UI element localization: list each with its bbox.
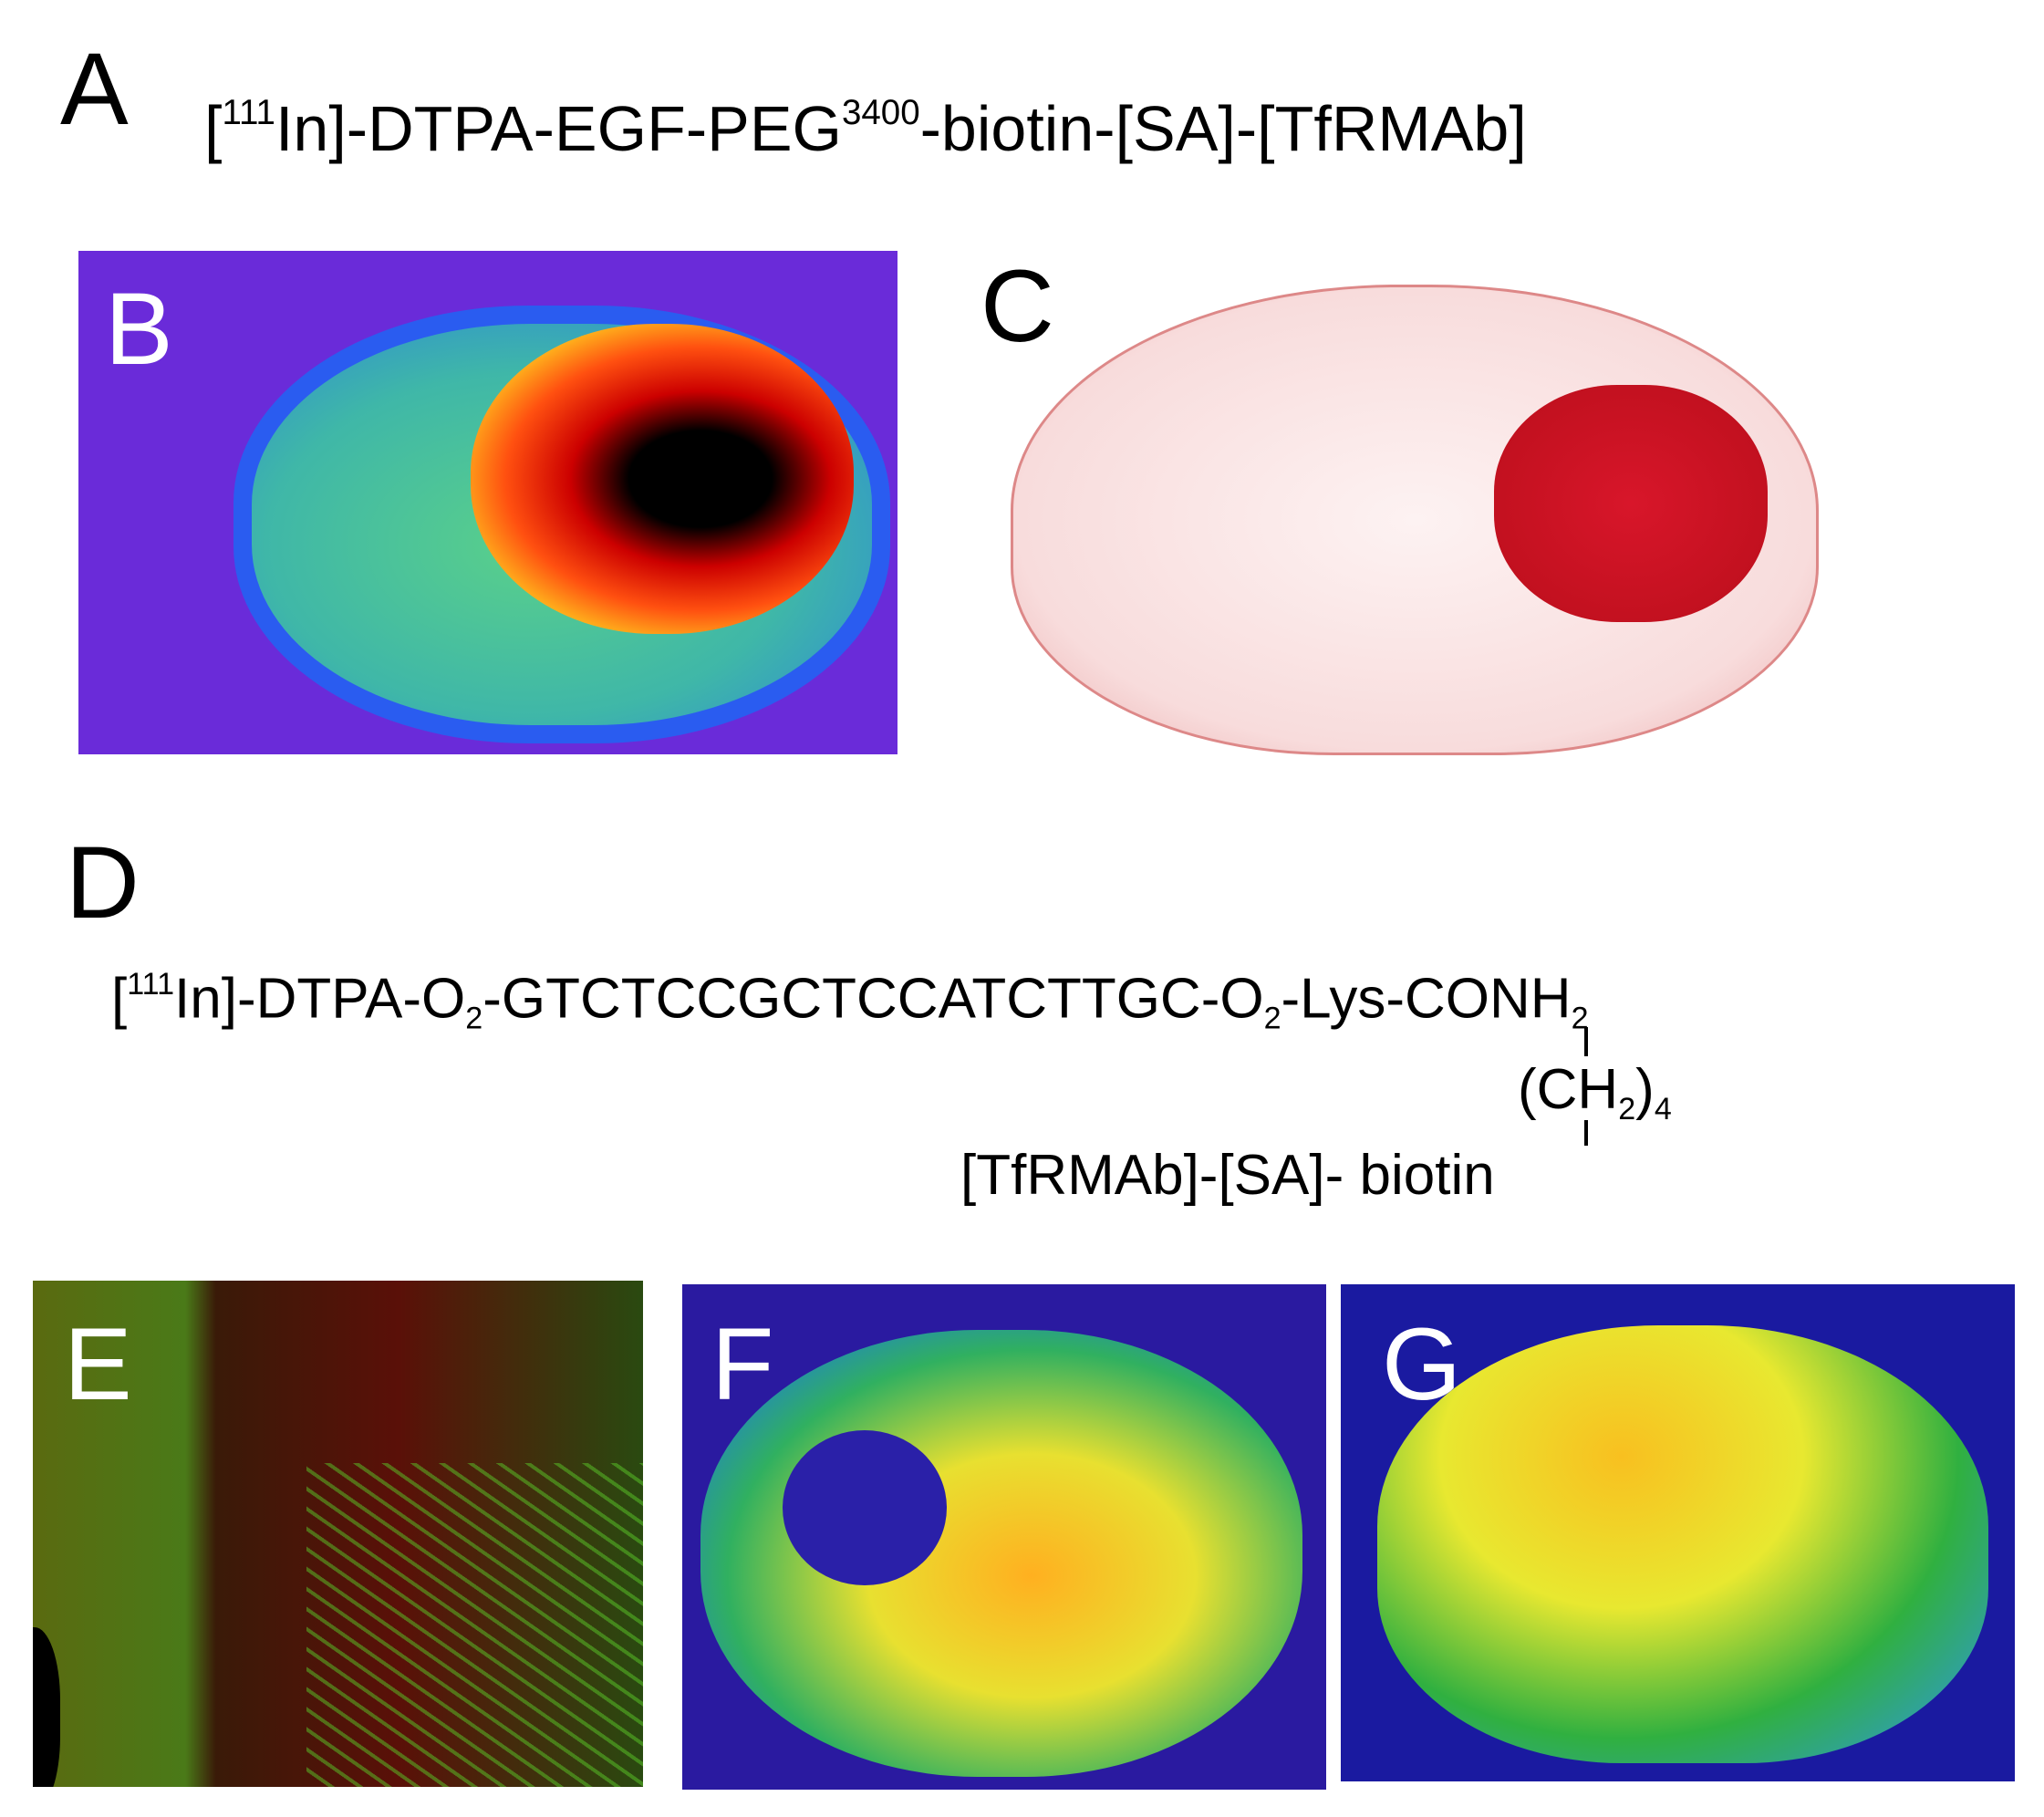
bond [1584, 1120, 1588, 1146]
region [1377, 1325, 1988, 1763]
region [700, 1330, 1302, 1777]
panel-label: C [980, 249, 1054, 363]
panel-label: D [66, 825, 140, 940]
formula-sub: 2 [465, 1001, 483, 1036]
edge [33, 1627, 60, 1787]
formula-part: biotin [1359, 1144, 1495, 1207]
panel-label: E [64, 1307, 132, 1421]
histology-c [1001, 248, 1823, 756]
construct-formula: [111In]-DTPA-EGF-PEG3400-biotin-[SA]-[Tf… [204, 92, 1527, 164]
autoradiogram-b [78, 251, 897, 754]
spect-f [682, 1284, 1326, 1790]
bond [1584, 1027, 1588, 1056]
formula-sub: 2 [1618, 1091, 1636, 1127]
region [471, 324, 854, 634]
vessels [306, 1463, 643, 1787]
confocal-e [33, 1281, 643, 1787]
formula-part: [TfRMAb]-[SA]- [960, 1144, 1344, 1207]
tumor [1494, 385, 1768, 622]
panel-label: A [60, 32, 129, 146]
panel-label: B [105, 272, 173, 386]
formula-part: In]-DTPA-O [174, 967, 466, 1031]
formula-sub: 2 [1571, 1001, 1589, 1036]
formula-sup: 111 [127, 967, 175, 1002]
formula-part: ) [1635, 1058, 1655, 1121]
conjugate: [TfRMAb]-[SA]- biotin [960, 1147, 1495, 1204]
region [783, 1430, 947, 1585]
formula-sub: 4 [1654, 1091, 1672, 1127]
formula-part: In]-DTPA-EGF-PEG [275, 92, 842, 164]
formula-part: -Lys-CONH [1281, 967, 1572, 1031]
panel-label: G [1382, 1307, 1462, 1421]
formula-part: (CH [1518, 1058, 1619, 1121]
formula-part: [ [204, 92, 223, 164]
formula-sup: 111 [222, 93, 275, 132]
construct-formula: [111In]-DTPA-O2-GTCTCCGCTCCATCTTGC-O2-Ly… [111, 969, 1589, 1034]
formula-part: -biotin-[SA]-[TfRMAb] [919, 92, 1527, 164]
spect-g [1341, 1284, 2015, 1781]
formula-part: [ [111, 967, 128, 1031]
panel-label: F [711, 1307, 774, 1421]
linker: (CH2)4 [1518, 1062, 1672, 1125]
formula-part: -GTCTCCGCTCCATCTTGC-O [482, 967, 1264, 1031]
formula-sub: 2 [1263, 1001, 1281, 1036]
formula-sup: 3400 [841, 93, 920, 132]
